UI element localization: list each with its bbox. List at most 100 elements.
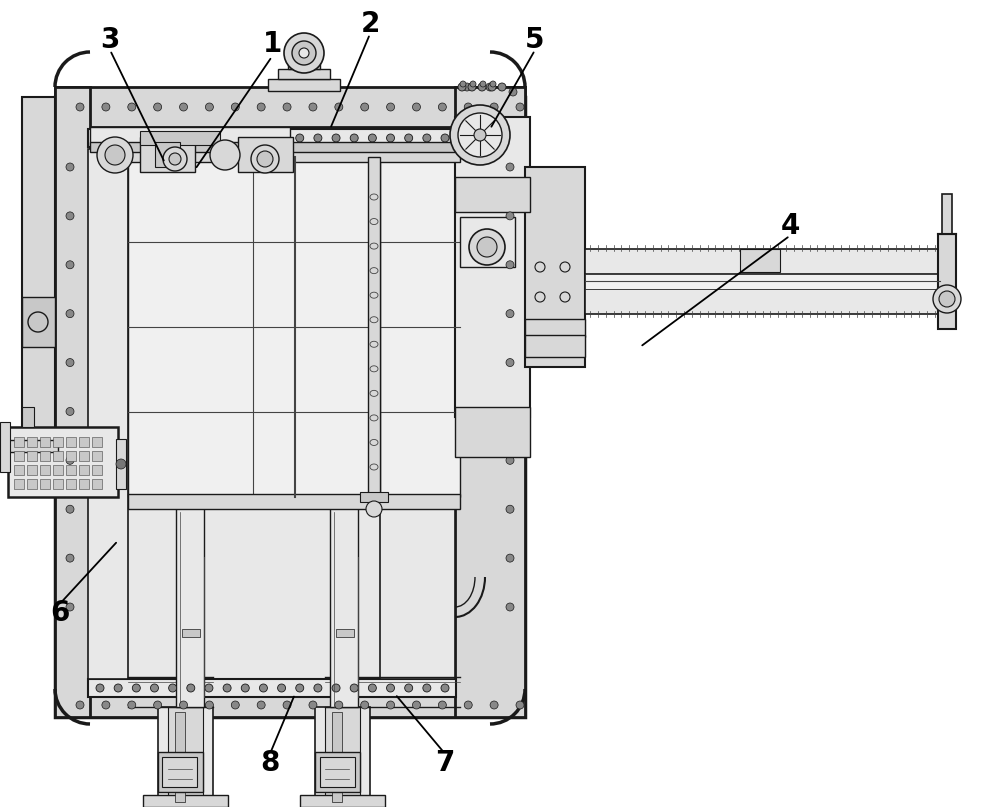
Circle shape	[97, 137, 133, 173]
Bar	[182, 629, 200, 637]
Circle shape	[939, 291, 955, 307]
Bar	[22, 297, 55, 347]
Circle shape	[66, 554, 74, 562]
Circle shape	[423, 134, 431, 142]
Circle shape	[474, 129, 486, 141]
Circle shape	[464, 701, 472, 709]
Bar	[176, 507, 204, 707]
Bar	[66, 451, 76, 461]
Bar	[88, 679, 456, 697]
Bar	[330, 507, 358, 707]
Bar	[325, 707, 360, 807]
Bar	[27, 479, 37, 489]
Text: 2: 2	[360, 10, 380, 38]
Bar	[525, 335, 585, 357]
Circle shape	[438, 701, 446, 709]
Circle shape	[506, 163, 514, 171]
Bar	[79, 465, 89, 475]
Bar	[8, 427, 118, 497]
Bar	[168, 707, 203, 807]
Bar	[315, 752, 360, 792]
Bar	[140, 131, 220, 145]
Bar	[40, 465, 50, 475]
Bar	[53, 451, 63, 461]
Circle shape	[490, 701, 498, 709]
Bar	[27, 451, 37, 461]
Circle shape	[132, 684, 140, 692]
Circle shape	[231, 103, 239, 111]
Bar	[27, 465, 37, 475]
Circle shape	[259, 684, 267, 692]
Circle shape	[477, 237, 497, 257]
Bar	[320, 757, 355, 787]
Bar	[40, 451, 50, 461]
Circle shape	[478, 83, 486, 91]
Circle shape	[498, 83, 506, 91]
Circle shape	[257, 151, 273, 167]
Bar	[332, 712, 342, 802]
Circle shape	[292, 41, 316, 65]
Circle shape	[361, 701, 369, 709]
Circle shape	[387, 134, 395, 142]
Bar	[360, 492, 388, 502]
Bar	[268, 79, 340, 91]
Circle shape	[163, 147, 187, 171]
Circle shape	[332, 134, 340, 142]
Bar	[79, 451, 89, 461]
Circle shape	[187, 134, 195, 142]
Circle shape	[296, 684, 304, 692]
Circle shape	[205, 134, 213, 142]
Bar	[92, 479, 102, 489]
Bar	[90, 127, 290, 147]
Bar	[55, 689, 525, 717]
Circle shape	[441, 134, 449, 142]
Circle shape	[257, 103, 265, 111]
Circle shape	[205, 684, 213, 692]
Bar	[585, 274, 940, 289]
Circle shape	[114, 684, 122, 692]
Text: 1: 1	[262, 31, 282, 58]
Circle shape	[241, 134, 249, 142]
Bar	[525, 319, 585, 337]
Circle shape	[516, 701, 524, 709]
Circle shape	[259, 134, 267, 142]
Circle shape	[66, 603, 74, 611]
Circle shape	[490, 103, 498, 111]
Circle shape	[516, 103, 524, 111]
Circle shape	[241, 684, 249, 692]
Bar	[128, 157, 378, 497]
Circle shape	[66, 456, 74, 464]
Circle shape	[506, 408, 514, 416]
Bar	[90, 142, 455, 152]
Circle shape	[231, 701, 239, 709]
Bar	[238, 137, 293, 172]
Circle shape	[223, 134, 231, 142]
Circle shape	[309, 701, 317, 709]
Circle shape	[387, 103, 395, 111]
Circle shape	[480, 81, 486, 87]
Bar	[128, 494, 460, 509]
Circle shape	[509, 88, 517, 96]
Circle shape	[299, 48, 309, 58]
Bar	[40, 437, 50, 447]
Circle shape	[450, 105, 510, 165]
Circle shape	[116, 459, 126, 469]
Circle shape	[506, 603, 514, 611]
Text: 5: 5	[525, 27, 545, 54]
Bar	[455, 117, 530, 417]
Bar	[66, 437, 76, 447]
Circle shape	[464, 103, 472, 111]
Bar	[942, 194, 952, 234]
Bar	[0, 440, 58, 452]
Bar	[140, 137, 195, 172]
Circle shape	[169, 153, 181, 165]
Circle shape	[66, 163, 74, 171]
Bar	[22, 407, 34, 427]
Circle shape	[469, 229, 505, 265]
Bar	[455, 177, 530, 212]
Bar	[27, 437, 37, 447]
Circle shape	[486, 83, 494, 91]
Bar	[368, 157, 380, 497]
Bar	[92, 437, 102, 447]
Circle shape	[102, 103, 110, 111]
